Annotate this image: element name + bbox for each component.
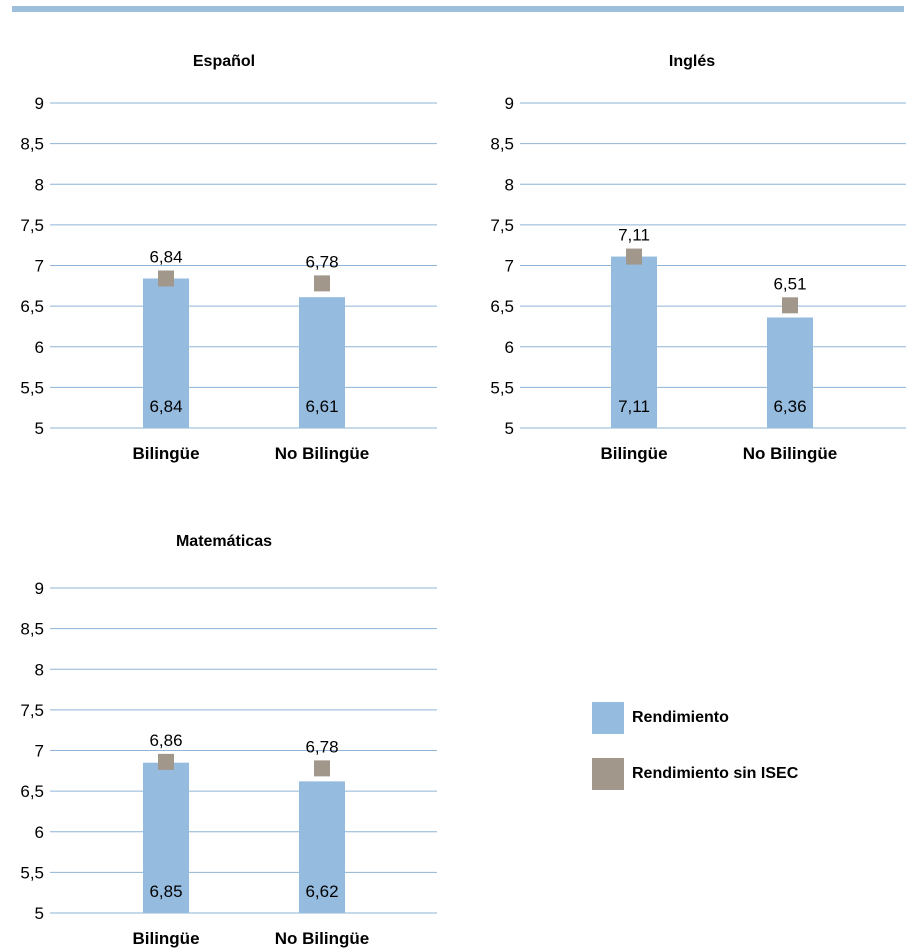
x-category-label: No Bilingüe xyxy=(275,444,369,463)
marker-value-label: 6,78 xyxy=(305,737,338,756)
legend-swatch-marker xyxy=(592,758,624,790)
chart-title: Inglés xyxy=(669,53,715,70)
x-category-label: No Bilingüe xyxy=(275,929,369,948)
y-tick-label: 6 xyxy=(505,338,514,357)
marker xyxy=(158,753,174,770)
y-tick-label: 7 xyxy=(35,742,44,761)
y-tick-label: 5 xyxy=(35,419,44,438)
bar xyxy=(143,278,189,428)
marker xyxy=(314,275,330,292)
bar xyxy=(143,762,189,913)
y-tick-label: 8 xyxy=(505,175,514,194)
bar-value-label: 6,85 xyxy=(149,882,182,901)
y-tick-label: 6,5 xyxy=(20,782,44,801)
x-category-label: Bilingüe xyxy=(132,929,199,948)
y-tick-label: 6 xyxy=(35,338,44,357)
marker-value-label: 7,11 xyxy=(618,226,650,245)
y-tick-label: 7,5 xyxy=(490,216,514,235)
bar xyxy=(611,256,657,428)
bar-value-label: 7,11 xyxy=(618,397,650,416)
marker-value-label: 6,86 xyxy=(149,731,182,750)
y-tick-label: 8 xyxy=(35,175,44,194)
bar-value-label: 6,62 xyxy=(305,882,338,901)
y-tick-label: 7 xyxy=(505,257,514,276)
chart-title: Español xyxy=(193,53,255,70)
y-tick-label: 6,5 xyxy=(490,297,514,316)
y-tick-label: 6 xyxy=(35,823,44,842)
x-category-label: Bilingüe xyxy=(600,444,667,463)
top-rule xyxy=(12,6,904,12)
y-tick-label: 5,5 xyxy=(20,378,44,397)
y-tick-label: 5,5 xyxy=(490,378,514,397)
y-tick-label: 7,5 xyxy=(20,216,44,235)
y-tick-label: 8,5 xyxy=(490,135,514,154)
bar-value-label: 6,61 xyxy=(305,397,338,416)
y-tick-label: 9 xyxy=(35,579,44,598)
bar-value-label: 6,36 xyxy=(773,397,806,416)
y-tick-label: 7,5 xyxy=(20,701,44,720)
marker xyxy=(626,248,642,265)
x-category-label: Bilingüe xyxy=(132,444,199,463)
legend-label: Rendimiento xyxy=(632,709,729,726)
bar xyxy=(767,317,813,428)
chart-title: Matemáticas xyxy=(176,533,272,550)
y-tick-label: 5 xyxy=(35,904,44,923)
y-tick-label: 8,5 xyxy=(20,135,44,154)
bar-value-label: 6,84 xyxy=(149,397,182,416)
x-category-label: No Bilingüe xyxy=(743,444,837,463)
y-tick-label: 8,5 xyxy=(20,620,44,639)
y-tick-label: 9 xyxy=(505,94,514,113)
bar xyxy=(299,297,345,428)
y-tick-label: 9 xyxy=(35,94,44,113)
marker xyxy=(314,760,330,777)
y-tick-label: 5,5 xyxy=(20,863,44,882)
y-tick-label: 7 xyxy=(35,257,44,276)
y-tick-label: 6,5 xyxy=(20,297,44,316)
legend-item-rendimiento-sin-isec: Rendimiento sin ISEC xyxy=(592,758,798,790)
y-tick-label: 5 xyxy=(505,419,514,438)
marker xyxy=(782,297,798,314)
legend: Rendimiento Rendimiento sin ISEC xyxy=(592,702,798,814)
bar xyxy=(299,781,345,913)
legend-item-rendimiento: Rendimiento xyxy=(592,702,798,734)
marker-value-label: 6,84 xyxy=(149,248,182,267)
y-tick-label: 8 xyxy=(35,660,44,679)
marker-value-label: 6,51 xyxy=(773,274,806,293)
marker xyxy=(158,270,174,287)
legend-swatch-bar xyxy=(592,702,624,734)
marker-value-label: 6,78 xyxy=(305,252,338,271)
legend-label: Rendimiento sin ISEC xyxy=(632,765,799,782)
